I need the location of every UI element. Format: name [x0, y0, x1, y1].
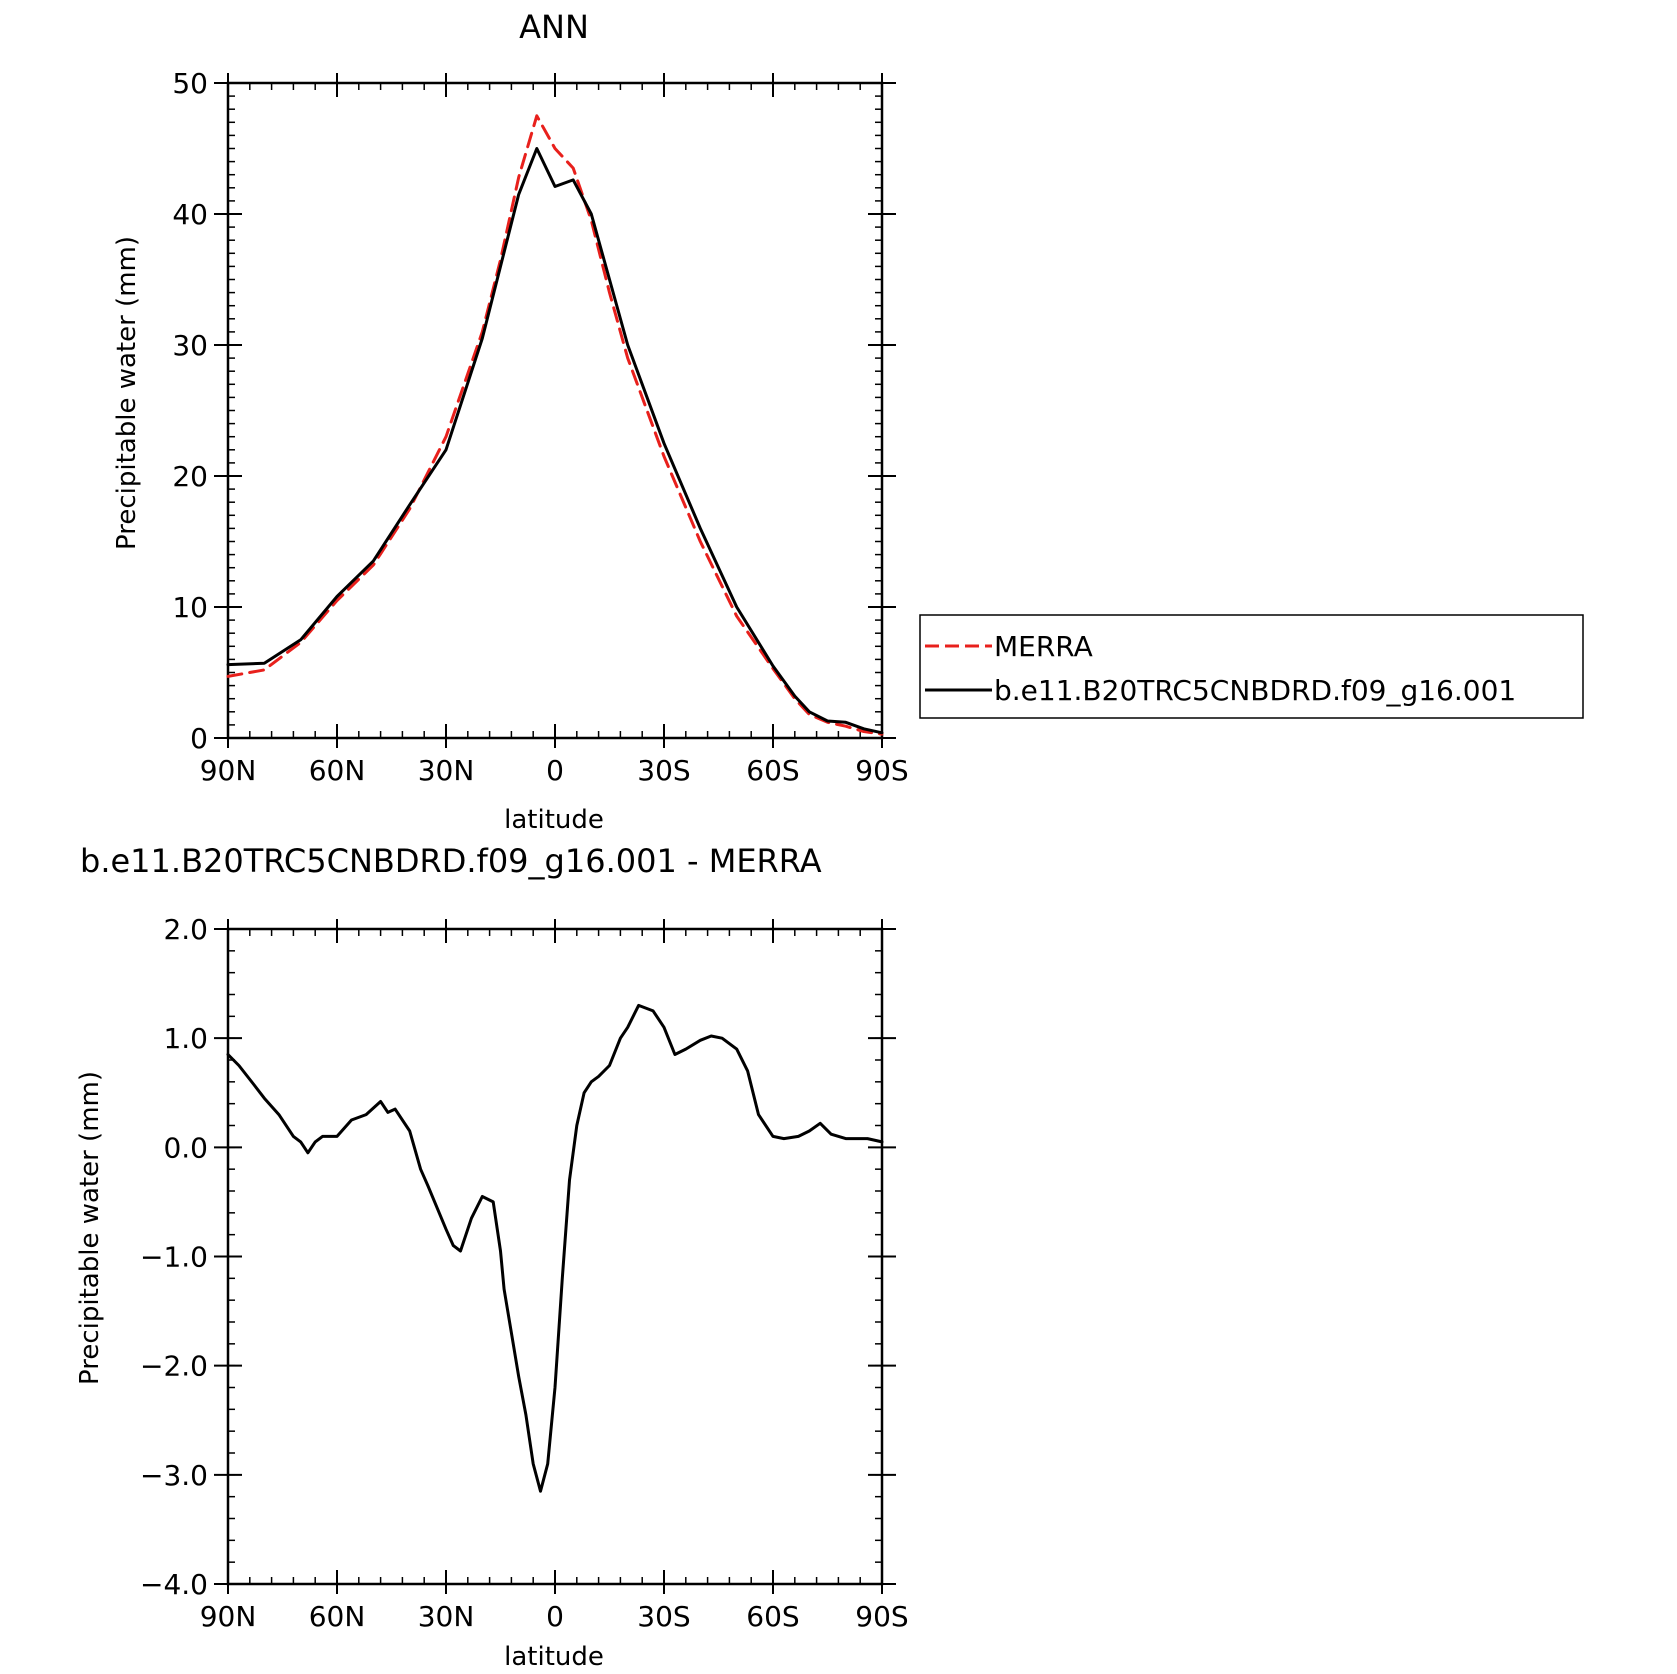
x-tick-label: 60N	[309, 1600, 366, 1633]
x-tick-label: 0	[546, 754, 564, 787]
y-tick-label: −4.0	[140, 1568, 208, 1601]
x-tick-label: 90S	[855, 754, 908, 787]
plot-area: 90N 60N 30N 0 30S 60S 90S 2.0 1.0 0.0 −1.0 −2.0 −3.0…	[140, 913, 909, 1633]
x-tick-label: 30S	[637, 754, 690, 787]
plot-area: 90N 60N 30N 0 30S 60S 90S 0 10 20 30 40 50	[172, 67, 908, 787]
y-tick-label: 20	[172, 460, 208, 493]
x-tick-label: 30N	[418, 754, 475, 787]
x-axis-label: latitude	[504, 805, 604, 835]
panel-difference: b.e11.B20TRC5CNBDRD.f09_g16.001 - MERRA …	[75, 842, 909, 1672]
y-tick-label: 2.0	[163, 913, 208, 946]
x-tick-label: 30S	[637, 1600, 690, 1633]
x-tick-label: 60S	[746, 1600, 799, 1633]
y-tick-label: 0.0	[163, 1131, 208, 1164]
legend: MERRA b.e11.B20TRC5CNBDRD.f09_g16.001	[919, 614, 1584, 719]
x-tick-label: 0	[546, 1600, 564, 1633]
y-axis-label: Precipitable water (mm)	[75, 1071, 105, 1385]
panel-annual-mean: ANN 90N 60N 30N 0 30S 60S 90S 0 10 20 30 40 50 latit…	[112, 8, 909, 835]
x-tick-label: 90N	[200, 1600, 257, 1633]
x-tick-label: 90N	[200, 754, 257, 787]
y-tick-label: 40	[172, 198, 208, 231]
series-line-b-e11-b20trc5cnbdrd-f09-g16-001	[226, 147, 884, 735]
y-tick-label: 50	[172, 67, 208, 100]
plot-frame	[226, 81, 884, 740]
x-tick-label: 90S	[855, 1600, 908, 1633]
panel-title: ANN	[519, 8, 589, 46]
panel-title: b.e11.B20TRC5CNBDRD.f09_g16.001 - MERRA	[80, 842, 822, 880]
y-tick-label: 30	[172, 329, 208, 362]
y-tick-label: 10	[172, 591, 208, 624]
x-tick-label: 60N	[309, 754, 366, 787]
y-tick-label: 1.0	[163, 1022, 208, 1055]
y-axis-label: Precipitable water (mm)	[112, 236, 142, 550]
y-tick-label: −1.0	[140, 1241, 208, 1274]
x-axis-label: latitude	[504, 1642, 604, 1672]
y-tick-label: −2.0	[140, 1350, 208, 1383]
series-line-merra	[226, 114, 884, 736]
series-line-difference	[226, 1003, 884, 1493]
legend-label-merra: MERRA	[994, 630, 1093, 663]
plot-frame	[226, 927, 884, 1586]
x-tick-label: 30N	[418, 1600, 475, 1633]
y-tick-label: −3.0	[140, 1459, 208, 1492]
y-tick-label: 0	[190, 722, 208, 755]
legend-box	[919, 614, 1584, 719]
x-tick-label: 60S	[746, 754, 799, 787]
legend-label-model: b.e11.B20TRC5CNBDRD.f09_g16.001	[994, 674, 1516, 707]
